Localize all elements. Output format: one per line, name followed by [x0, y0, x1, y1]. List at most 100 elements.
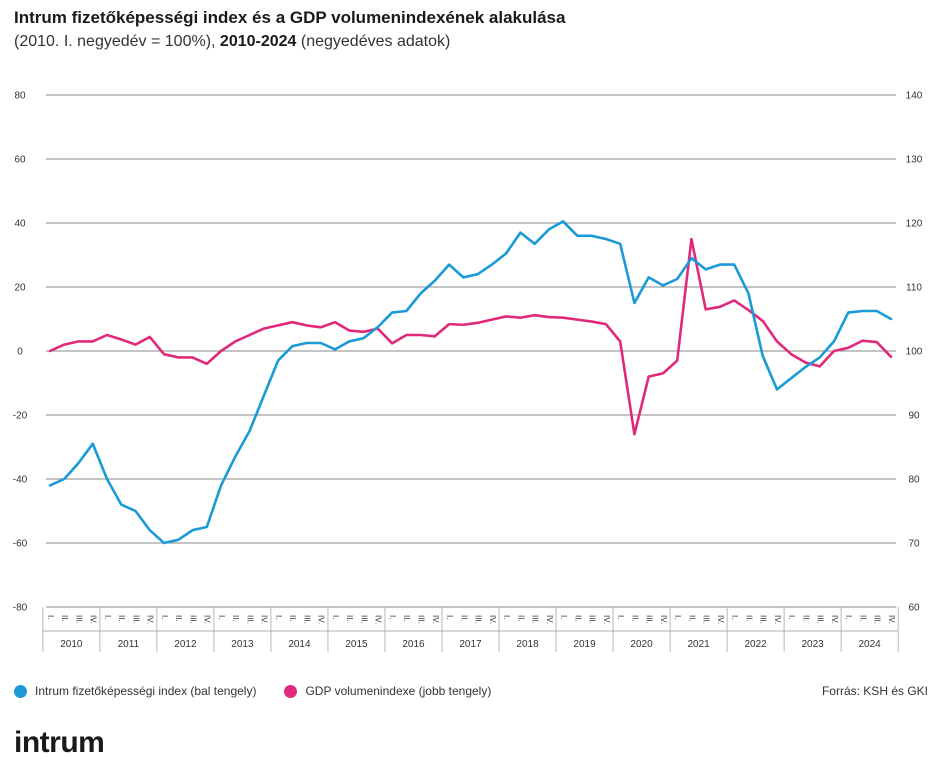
chart-title: Intrum fizetőképességi index és a GDP vo…	[14, 8, 566, 27]
year-tick-label: 2020	[630, 639, 653, 650]
left-tick-label: 0	[17, 347, 23, 358]
quarter-tick-label: III.	[816, 615, 825, 624]
quarter-tick-label: IV.	[146, 615, 155, 624]
quarter-tick-label: II.	[231, 615, 240, 622]
quarter-tick-label: II.	[459, 615, 468, 622]
x-axis: I. II. III. IV. 2010 I. II. III. IV. 2011 I. II. III…	[42, 607, 899, 652]
legend-label-intrum: Intrum fizetőképességi index (bal tengel…	[35, 684, 257, 698]
right-tick-label: 70	[908, 539, 920, 550]
quarter-tick-label: IV.	[317, 615, 326, 624]
series-line-intrum-index	[48, 220, 893, 545]
year-tick-label: 2011	[118, 639, 140, 650]
series-line-gdp-volume-index	[48, 237, 893, 436]
quarter-tick-label: I.	[160, 615, 169, 619]
subtitle-text: (2010. I. negyedév = 100%),	[14, 33, 220, 50]
right-tick-label: 120	[906, 219, 923, 230]
quarter-tick-label: IV.	[488, 615, 497, 624]
quarter-tick-label: IV.	[431, 615, 440, 624]
quarter-tick-label: II.	[117, 615, 126, 622]
year-tick-label: 2017	[459, 639, 482, 650]
left-tick-label: 20	[14, 283, 26, 294]
quarter-tick-label: III.	[702, 615, 711, 624]
quarter-tick-label: II.	[402, 615, 411, 622]
quarter-tick-label: III.	[873, 615, 882, 624]
quarter-tick-label: III.	[531, 615, 540, 624]
left-tick-label: 60	[14, 155, 26, 166]
quarter-tick-label: II.	[345, 615, 354, 622]
year-tick-label: 2018	[516, 639, 539, 650]
grid-lines	[46, 94, 896, 608]
source-note: Forrás: KSH és GKI	[821, 684, 928, 698]
quarter-tick-label: II.	[801, 615, 810, 622]
chart-subtitle: (2010. I. negyedév = 100%), 2010-2024 (n…	[14, 33, 450, 51]
left-tick-label: -60	[13, 539, 28, 550]
right-tick-label: 110	[906, 283, 922, 294]
quarter-tick-label: II.	[858, 615, 867, 622]
year-tick-label: 2015	[345, 639, 368, 650]
year-tick-label: 2013	[231, 639, 254, 650]
quarter-tick-label: IV.	[89, 615, 98, 624]
quarter-tick-label: III.	[759, 615, 768, 624]
quarter-tick-label: II.	[630, 615, 639, 622]
quarter-tick-label: IV.	[260, 615, 269, 624]
quarter-tick-label: IV.	[602, 615, 611, 624]
quarter-tick-label: I.	[616, 615, 625, 619]
quarter-tick-label: I.	[673, 615, 682, 619]
quarter-tick-label: IV.	[716, 615, 725, 624]
quarter-tick-label: I.	[217, 615, 226, 619]
year-tick-label: 2019	[573, 639, 596, 650]
quarter-tick-label: I.	[103, 615, 112, 619]
right-tick-label: 140	[906, 91, 923, 102]
left-tick-label: -80	[13, 603, 28, 614]
quarter-tick-label: III.	[474, 615, 483, 624]
subtitle-note: (negyedéves adatok)	[296, 33, 451, 50]
year-tick-label: 2010	[60, 639, 83, 650]
quarter-tick-label: I.	[46, 615, 55, 619]
quarter-tick-label: III.	[245, 615, 254, 624]
right-axis-ticks: 140 130 120 110 100 90 80 70 60	[906, 91, 923, 614]
quarter-tick-label: II.	[288, 615, 297, 622]
quarter-tick-label: IV.	[887, 615, 896, 624]
quarter-tick-label: III.	[359, 615, 368, 624]
right-tick-label: 80	[908, 475, 920, 486]
right-tick-label: 130	[906, 155, 923, 166]
year-tick-label: 2021	[687, 639, 710, 650]
quarter-tick-label: I.	[787, 615, 796, 619]
legend-item-intrum: Intrum fizetőképességi index (bal tengel…	[14, 684, 256, 698]
quarter-tick-label: IV.	[830, 615, 839, 624]
quarter-tick-label: III.	[588, 615, 597, 624]
year-tick-label: 2022	[744, 639, 767, 650]
year-tick-label: 2023	[801, 639, 824, 650]
quarter-tick-label: II.	[174, 615, 183, 622]
quarter-tick-label: III.	[74, 615, 83, 624]
left-axis-ticks: 80 60 40 20 0 -20 -40 -60 -80	[13, 91, 28, 614]
left-tick-label: -20	[13, 411, 28, 422]
quarter-tick-label: I.	[844, 615, 853, 619]
quarter-tick-label: IV.	[545, 615, 554, 624]
quarter-tick-label: III.	[645, 615, 654, 624]
legend-marker-gdp	[284, 684, 298, 698]
quarter-tick-label: I.	[388, 615, 397, 619]
quarter-tick-label: II.	[516, 615, 525, 622]
chart-area: 80 60 40 20 0 -20 -40 -60 -80 140 130 120 110 100 90 8…	[13, 91, 923, 652]
quarter-tick-label: I.	[559, 615, 568, 619]
quarter-tick-label: IV.	[773, 615, 782, 624]
quarter-tick-label: III.	[417, 615, 426, 624]
quarter-tick-label: II.	[60, 615, 69, 622]
legend-item-gdp: GDP volumenindexe (jobb tengely)	[284, 684, 491, 698]
quarter-tick-label: IV.	[659, 615, 668, 624]
left-tick-label: -40	[13, 475, 28, 486]
quarter-tick-label: II.	[687, 615, 696, 622]
left-tick-label: 40	[14, 219, 26, 230]
year-tick-label: 2012	[174, 639, 197, 650]
year-tick-label: 2014	[288, 639, 311, 650]
legend: Intrum fizetőképességi index (bal tengel…	[14, 684, 519, 698]
year-tick-label: 2024	[858, 639, 881, 650]
quarter-tick-label: II.	[744, 615, 753, 622]
series-layer	[48, 220, 893, 545]
quarter-tick-label: I.	[730, 615, 739, 619]
quarter-tick-label: I.	[331, 615, 340, 619]
subtitle-period: 2010-2024	[219, 33, 297, 50]
intrum-logo: intrum	[14, 726, 105, 759]
legend-marker-intrum	[14, 684, 27, 698]
